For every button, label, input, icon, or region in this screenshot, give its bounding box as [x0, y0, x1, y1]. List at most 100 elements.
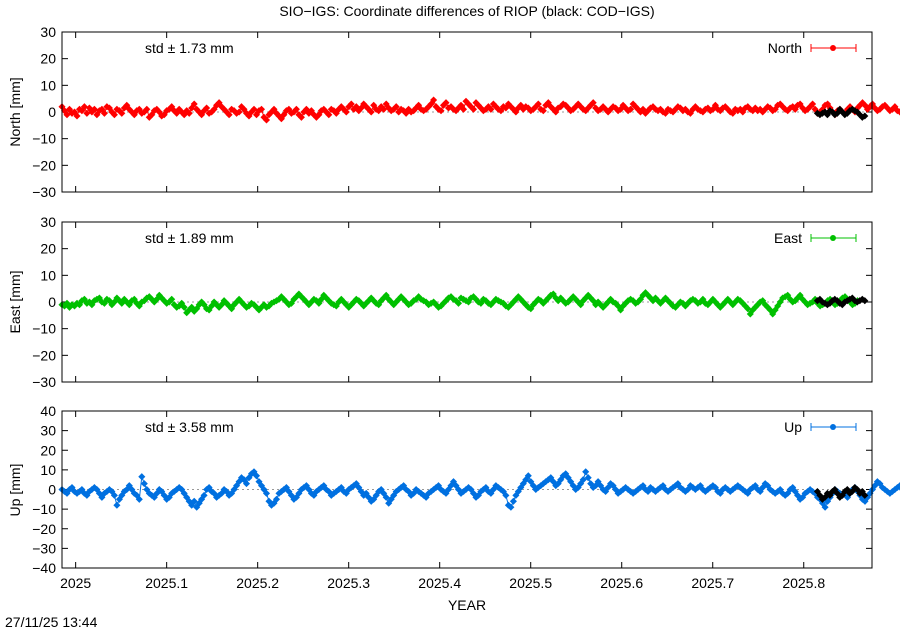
legend-marker [830, 235, 836, 241]
data-point [242, 480, 251, 488]
data-point [430, 96, 438, 104]
timestamp: 27/11/25 13:44 [5, 614, 98, 630]
legend-marker [830, 424, 836, 430]
data-point [627, 105, 635, 113]
data-point [63, 111, 71, 119]
y-tick-label: −40 [32, 560, 56, 576]
legend-east: East [774, 230, 857, 246]
panel-east: −30 −20 −10 0 10 20 30 East [mm] std ± 1.89 mm Ea… [7, 214, 873, 390]
legend-north: North [768, 40, 857, 56]
data-point [292, 105, 300, 113]
data-point [135, 495, 143, 503]
plot-border-up [61, 410, 873, 569]
x-tick-label: 2025.6 [600, 575, 643, 591]
data-point [83, 109, 91, 117]
y-axis-label-north: North [mm] [7, 77, 23, 146]
data-point [168, 295, 176, 303]
legend-label-up: Up [784, 419, 802, 435]
data-point [744, 305, 752, 313]
data-point [80, 103, 88, 111]
panel-north: −30 −20 −10 0 10 20 30 North [mm] std ± 1.73 mm N… [7, 24, 900, 200]
y-axis-label-east: East [mm] [7, 270, 23, 333]
y-tick-label: 20 [40, 241, 56, 257]
data-point [262, 489, 271, 497]
std-annotation-east: std ± 1.89 mm [145, 230, 234, 246]
data-point [342, 108, 350, 116]
data-point [589, 99, 597, 107]
y-tick-label: −20 [32, 347, 56, 363]
x-tick-label: 2025.2 [236, 575, 279, 591]
legend-label-north: North [768, 40, 802, 56]
y-tick-label: 40 [40, 403, 56, 419]
comparison-point [861, 112, 869, 120]
y-axis-label-up: Up [mm] [7, 464, 23, 517]
y-tick-label: −20 [32, 157, 56, 173]
data-point [140, 480, 148, 488]
data-point [250, 105, 258, 113]
data-point [502, 491, 510, 499]
data-point [442, 99, 450, 107]
y-tick-label: −20 [32, 521, 56, 537]
data-point [73, 112, 81, 120]
plot-border-east [61, 221, 873, 383]
data-point [584, 474, 592, 482]
plot-border-north [61, 31, 873, 193]
data-point [252, 472, 261, 480]
data-point [113, 501, 121, 509]
data-point [809, 100, 817, 108]
x-axis-label: YEAR [448, 597, 486, 613]
data-point [582, 468, 590, 476]
data-point [200, 491, 208, 499]
data-point [297, 113, 305, 121]
chart-panels: −30 −20 −10 0 10 20 30 North [mm] std ± 1.73 mm N… [7, 24, 900, 591]
data-point [235, 108, 243, 116]
y-tick-label: 10 [40, 462, 56, 478]
data-point [325, 111, 333, 119]
x-tick-label: 2025.5 [509, 575, 552, 591]
x-tick-label: 2025.3 [327, 575, 370, 591]
data-point [225, 111, 233, 119]
data-point [90, 105, 98, 113]
data-point [524, 472, 532, 480]
data-point [459, 105, 468, 113]
y-tick-label: −10 [32, 321, 56, 337]
y-tick-label: 10 [40, 77, 56, 93]
data-point [487, 105, 495, 113]
chart-title: SIO−IGS: Coordinate differences of RIOP … [279, 3, 654, 19]
data-point [110, 111, 118, 119]
x-tick-label: 2025.4 [418, 575, 461, 591]
y-tick-label: 10 [40, 267, 56, 283]
data-point [509, 497, 517, 505]
data-point [272, 495, 281, 503]
data-point [262, 116, 271, 124]
std-annotation-north: std ± 1.73 mm [145, 40, 234, 56]
data-point [118, 109, 126, 117]
x-tick-label: 2025 [60, 575, 91, 591]
y-tick-label: 30 [40, 214, 56, 230]
data-point [437, 107, 445, 115]
panel-up: −40 −30 −20 −10 0 10 20 30 40 2025 2025.1 2025.2 202… [7, 403, 900, 591]
data-point [110, 491, 118, 499]
comparison-point [861, 491, 869, 499]
comparison-point [861, 297, 869, 305]
data-point [539, 107, 547, 115]
data-point [143, 105, 151, 113]
legend-up: Up [784, 419, 857, 435]
std-annotation-up: std ± 3.58 mm [145, 419, 234, 435]
data-point [100, 109, 108, 117]
y-tick-label: −30 [32, 374, 56, 390]
x-tick-label: 2025.1 [145, 575, 188, 591]
data-point [507, 503, 515, 511]
x-tick-label: 2025.8 [782, 575, 825, 591]
y-tick-label: −30 [32, 184, 56, 200]
y-tick-label: 20 [40, 442, 56, 458]
data-point [392, 103, 400, 111]
data-point [203, 104, 211, 112]
y-tick-label: −30 [32, 540, 56, 556]
data-point [454, 299, 463, 307]
y-tick-label: 30 [40, 24, 56, 40]
y-tick-label: 0 [48, 482, 56, 498]
x-tick-label: 2025.7 [691, 575, 734, 591]
data-point [180, 303, 188, 311]
